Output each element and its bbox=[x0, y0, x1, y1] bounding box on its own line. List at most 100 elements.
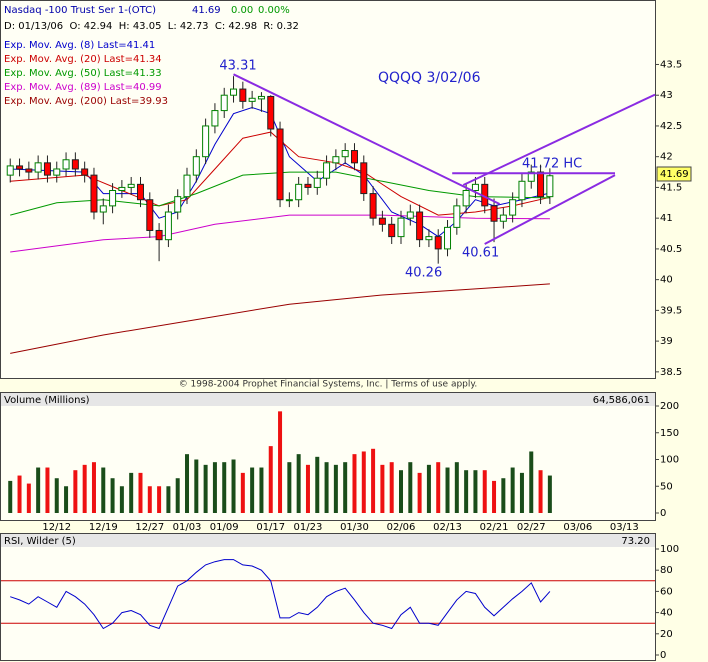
candle-body bbox=[239, 88, 247, 102]
volume-bar bbox=[194, 459, 199, 513]
candle-body bbox=[509, 199, 517, 216]
x-tick-label: 12/12 bbox=[42, 522, 71, 533]
volume-bar bbox=[175, 478, 180, 513]
y-tick-label: 40.5 bbox=[660, 244, 682, 255]
candle-body bbox=[164, 211, 172, 241]
price-panel bbox=[0, 0, 656, 379]
candle-body bbox=[71, 159, 79, 170]
y-tick-label: 39 bbox=[660, 336, 673, 347]
volume-title: Volume (Millions) bbox=[4, 395, 90, 406]
candle-body bbox=[378, 217, 386, 225]
candle-body bbox=[527, 171, 535, 182]
copyright: © 1998-2004 Prophet Financial Systems, I… bbox=[179, 380, 478, 390]
x-tick-label: 01/09 bbox=[210, 522, 239, 533]
y-tick-label: 20 bbox=[660, 629, 673, 640]
y-tick-label: 41.5 bbox=[660, 182, 682, 193]
volume-bar bbox=[445, 467, 450, 513]
rsi-line bbox=[10, 559, 551, 630]
candle-body bbox=[6, 165, 14, 176]
candle-body bbox=[546, 175, 554, 198]
legend-entry: Exp. Mov. Avg. (20) Last=41.34 bbox=[4, 54, 162, 65]
volume-bar bbox=[101, 467, 106, 513]
x-tick-label: 12/19 bbox=[89, 522, 118, 533]
trendline bbox=[233, 73, 501, 205]
candle-body bbox=[518, 180, 526, 201]
volume-bar bbox=[45, 467, 50, 513]
legend-entry: Exp. Mov. Avg. (200) Last=39.93 bbox=[4, 96, 168, 107]
volume-bar bbox=[417, 472, 422, 513]
candle-body bbox=[285, 199, 293, 202]
legend-entry: Exp. Mov. Avg. (50) Last=41.33 bbox=[4, 68, 162, 79]
candle-body bbox=[118, 186, 126, 191]
volume-bar bbox=[380, 464, 385, 513]
candle-body bbox=[62, 159, 70, 170]
trendline bbox=[462, 93, 656, 186]
volume-bar bbox=[240, 472, 245, 513]
annotation: QQQQ 3/02/06 bbox=[378, 70, 481, 86]
candle-body bbox=[248, 97, 256, 102]
rsi-panel bbox=[0, 533, 656, 661]
candle-body bbox=[155, 229, 163, 241]
candle-body bbox=[406, 211, 414, 219]
volume-bar bbox=[296, 454, 301, 513]
y-tick-label: 42 bbox=[660, 152, 673, 163]
candle-body bbox=[81, 168, 89, 176]
volume-bar bbox=[519, 472, 524, 513]
moving-average bbox=[10, 283, 550, 354]
candle-body bbox=[304, 183, 312, 188]
annotation: 41.72 HC bbox=[522, 157, 582, 172]
candle-body bbox=[99, 205, 107, 213]
candle-body bbox=[537, 171, 545, 198]
candle-body bbox=[53, 168, 61, 176]
volume-bar bbox=[408, 462, 413, 513]
volume-bar bbox=[510, 467, 515, 513]
volume-bar bbox=[426, 464, 431, 513]
x-tick-label: 03/13 bbox=[610, 522, 639, 533]
legend-entry: Exp. Mov. Avg. (8) Last=41.41 bbox=[4, 40, 155, 51]
candle-body bbox=[257, 95, 265, 100]
volume-bar bbox=[147, 486, 152, 513]
volume-bar bbox=[389, 462, 394, 513]
change: 0.00 bbox=[231, 5, 253, 16]
rsi-title: RSI, Wilder (5) bbox=[4, 536, 76, 547]
y-tick-label: 100 bbox=[660, 544, 679, 555]
candle-body bbox=[136, 183, 144, 201]
x-tick-label: 02/27 bbox=[517, 522, 546, 533]
volume-bar bbox=[324, 462, 329, 513]
candle-body bbox=[43, 162, 51, 176]
bar-info: D: 01/13/06 O: 42.94 H: 43.05 L: 42.73 C… bbox=[4, 21, 299, 32]
y-tick-label: 0 bbox=[660, 508, 666, 519]
candle-body bbox=[388, 223, 396, 238]
volume-bar bbox=[436, 462, 441, 513]
candle-body bbox=[453, 205, 461, 228]
symbol-title: Nasdaq -100 Trust Ser 1-(OTC) bbox=[4, 5, 156, 16]
last-price-box bbox=[656, 166, 692, 182]
volume-bar bbox=[538, 470, 543, 513]
x-tick-label: 12/27 bbox=[135, 522, 164, 533]
candle-body bbox=[313, 177, 321, 188]
rsi-last: 73.20 bbox=[621, 536, 650, 547]
candle-body bbox=[462, 190, 470, 207]
candle-body bbox=[25, 168, 33, 173]
x-tick-label: 01/03 bbox=[173, 522, 202, 533]
candle-body bbox=[127, 183, 135, 188]
candle-body bbox=[425, 236, 433, 241]
volume-bar bbox=[278, 411, 283, 513]
volume-bar bbox=[259, 467, 264, 513]
volume-bar bbox=[26, 483, 31, 513]
volume-bar bbox=[454, 462, 459, 513]
last-price-tag: 41.69 bbox=[660, 169, 689, 180]
candle-body bbox=[90, 174, 98, 213]
volume-bar bbox=[212, 462, 217, 513]
volume-bar bbox=[91, 462, 96, 513]
candle-body bbox=[276, 128, 284, 201]
volume-bar bbox=[371, 448, 376, 513]
candle-body bbox=[230, 88, 238, 96]
rsi-header bbox=[1, 534, 655, 547]
candle-body bbox=[341, 150, 349, 158]
volume-bar bbox=[138, 472, 143, 513]
candle-body bbox=[434, 236, 442, 250]
volume-bar bbox=[343, 462, 348, 513]
x-tick-label: 03/06 bbox=[563, 522, 592, 533]
candle-body bbox=[350, 150, 358, 164]
